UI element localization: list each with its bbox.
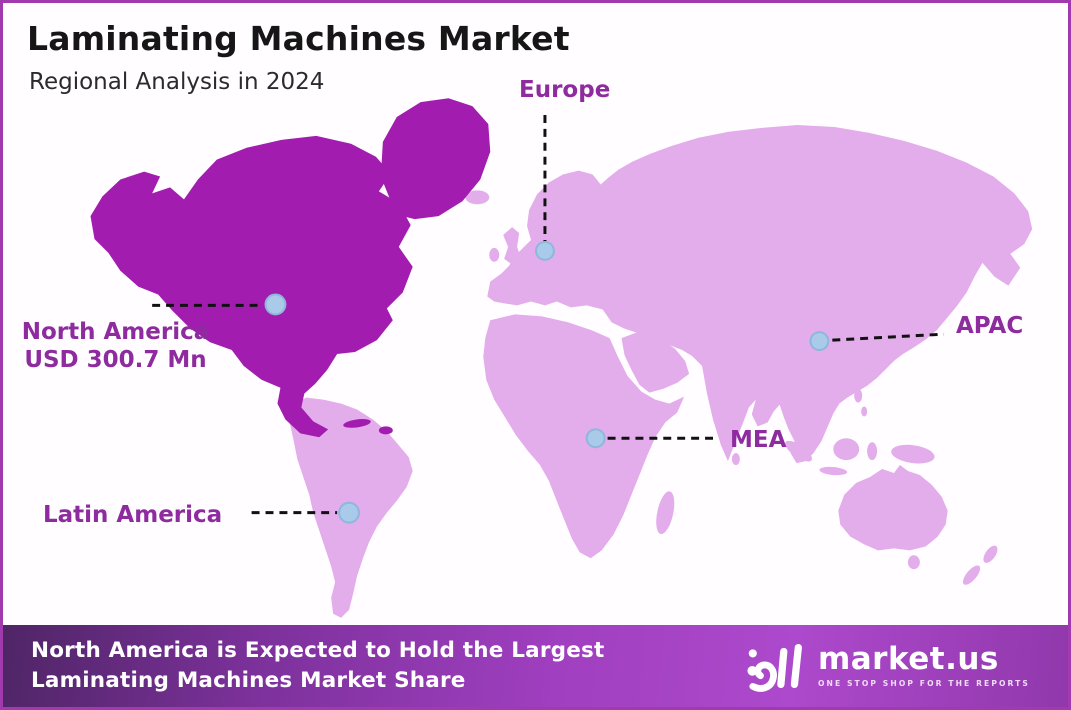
leader-line-apac: [832, 332, 944, 342]
marker-europe: [535, 240, 555, 261]
island-greenland: [380, 98, 491, 220]
region-label-europe: Europe: [519, 77, 610, 105]
region-value-north-america: USD 300.7 Mn: [24, 346, 207, 373]
marker-apac: [809, 331, 830, 352]
island-madagascar: [656, 491, 675, 535]
page-title: Laminating Machines Market: [27, 19, 570, 58]
marketus-logo-icon: [747, 643, 802, 692]
island-borneo: [833, 438, 860, 461]
marker-north-america: [264, 293, 287, 316]
continent-africa: [483, 314, 685, 559]
region-arabia: [621, 332, 690, 393]
region-label-latin-america: Latin America: [43, 502, 222, 530]
region-label-north-america-text: North America: [21, 319, 210, 345]
region-label-north-america: North America USD 300.7 Mn: [13, 319, 218, 374]
island-hispaniola: [378, 426, 393, 435]
island-japan: [893, 300, 920, 343]
island-cuba: [343, 419, 371, 428]
island-java: [819, 466, 848, 476]
marketus-logo-name: market.us: [817, 641, 999, 678]
island-iceland: [465, 190, 490, 205]
marker-mea: [585, 428, 606, 449]
island-new-zealand-south: [962, 565, 981, 585]
banner-headline-line2: Laminating Machines Market Share: [31, 668, 466, 693]
footer-banner: North America is Expected to Hold the La…: [3, 625, 1068, 707]
region-label-apac-text: APAC: [956, 313, 1024, 339]
island-philippines-2: [861, 406, 868, 417]
world-map: [90, 98, 1033, 618]
page-subtitle: Regional Analysis in 2024: [29, 69, 325, 95]
island-philippines-1: [854, 388, 863, 403]
banner-headline-line1: North America is Expected to Hold the La…: [31, 638, 605, 664]
island-ireland: [489, 247, 500, 262]
region-label-mea-text: MEA: [730, 427, 787, 453]
island-great-britain: [503, 227, 522, 265]
region-label-apac: APAC: [956, 313, 1023, 341]
island-sri-lanka: [731, 453, 740, 466]
continent-australia: [838, 465, 948, 551]
continent-north-america: [90, 135, 413, 438]
island-sumatra: [785, 440, 812, 462]
island-tasmania: [907, 555, 920, 570]
region-label-latin-america-text: Latin America: [43, 502, 223, 528]
region-label-mea: MEA: [730, 427, 786, 455]
banner-headline: North America is Expected to Hold the La…: [31, 636, 604, 695]
marketus-logo-words: market.us ONE STOP SHOP FOR THE REPORTS: [818, 644, 1030, 688]
continent-eurasia: [487, 124, 1033, 464]
marker-latin-america: [338, 501, 360, 524]
region-label-europe-text: Europe: [519, 77, 611, 103]
island-sulawesi: [867, 442, 878, 461]
marketus-logo-tagline: ONE STOP SHOP FOR THE REPORTS: [817, 679, 1030, 689]
island-new-guinea: [891, 444, 935, 464]
island-new-zealand-north: [983, 545, 998, 563]
marketus-logo: market.us ONE STOP SHOP FOR THE REPORTS: [746, 638, 1030, 694]
